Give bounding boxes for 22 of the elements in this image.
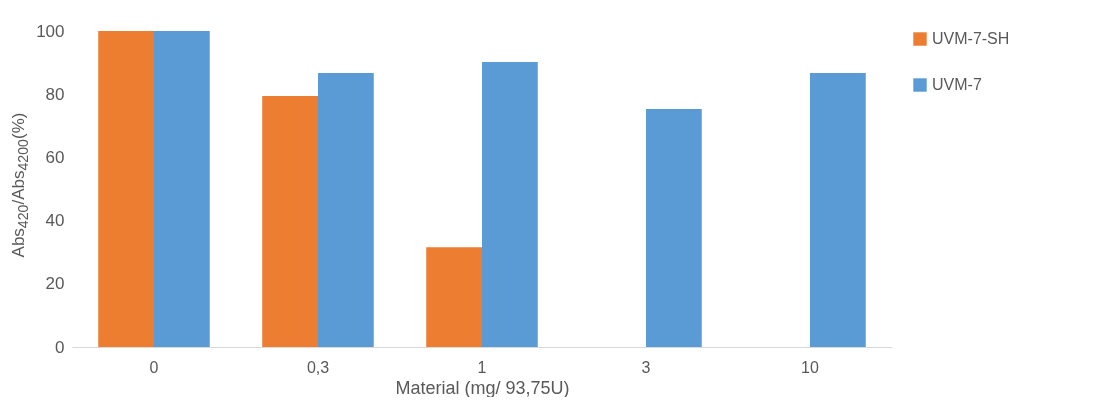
y-tick-label: 100 bbox=[36, 21, 65, 41]
legend-label: UVM-7-SH bbox=[932, 30, 1010, 47]
x-axis-title: Material (mg/ 93,75U) bbox=[395, 377, 570, 398]
bar bbox=[646, 109, 702, 347]
x-tick-label: 0,3 bbox=[306, 358, 330, 376]
x-tick-label: 10 bbox=[801, 358, 819, 376]
y-tick-label: 0 bbox=[55, 337, 65, 357]
y-tick-label: 20 bbox=[45, 274, 65, 294]
bar bbox=[318, 73, 374, 347]
legend-label: UVM-7 bbox=[932, 76, 982, 93]
y-tick-label: 60 bbox=[45, 147, 65, 167]
x-tick-label: 0 bbox=[149, 358, 159, 376]
bar bbox=[262, 96, 318, 347]
y-tick-label: 40 bbox=[45, 211, 65, 231]
bar bbox=[98, 31, 154, 347]
x-tick-label: 3 bbox=[641, 358, 651, 376]
bar bbox=[482, 61, 538, 347]
bar bbox=[810, 73, 866, 347]
x-tick-label: 1 bbox=[477, 358, 487, 376]
bar bbox=[154, 31, 210, 347]
y-tick-label: 80 bbox=[45, 84, 65, 104]
bar bbox=[426, 247, 482, 347]
